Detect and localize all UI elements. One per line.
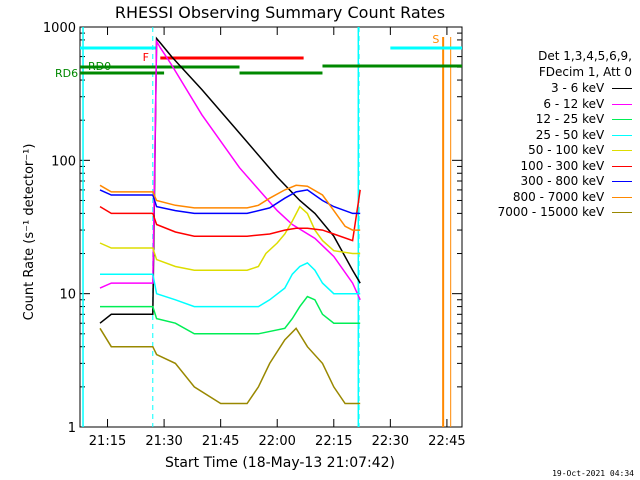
x-tick-label: 21:30 bbox=[145, 434, 182, 449]
legend-swatch bbox=[612, 119, 632, 120]
legend-label: 100 - 300 keV bbox=[520, 158, 608, 173]
series-line bbox=[100, 295, 361, 335]
legend-swatch bbox=[612, 212, 632, 213]
legend-label: 25 - 50 keV bbox=[535, 127, 608, 142]
flag-label-f: F bbox=[143, 51, 149, 64]
flag-label-s: S bbox=[432, 33, 439, 46]
legend-swatch bbox=[612, 150, 632, 151]
series-line bbox=[99, 205, 361, 271]
legend-label: 12 - 25 keV bbox=[535, 112, 608, 126]
series-line bbox=[99, 189, 361, 242]
legend-entry: 800 - 7000 keV bbox=[513, 191, 632, 203]
legend-entry: 7000 - 15000 keV bbox=[498, 206, 632, 218]
legend-swatch bbox=[612, 165, 632, 167]
legend-label: 300 - 800 keV bbox=[520, 174, 608, 188]
legend-label: 7000 - 15000 keV bbox=[497, 205, 608, 219]
legend-label: 6 - 12 keV bbox=[543, 96, 608, 111]
y-tick-label: 1000 bbox=[43, 21, 76, 36]
legend-entry: 6 - 12 keV bbox=[543, 98, 632, 110]
legend-label: 50 - 100 keV bbox=[528, 143, 608, 157]
legend-entry: 25 - 50 keV bbox=[536, 129, 632, 141]
x-tick-label: 22:00 bbox=[258, 434, 295, 449]
legend-entry: 12 - 25 keV bbox=[536, 113, 632, 125]
series-line bbox=[99, 184, 361, 231]
legend-header-line-2: FDecim 1, Att 0 bbox=[538, 65, 632, 79]
legend-entry: 100 - 300 keV bbox=[520, 160, 632, 172]
legend-label: 800 - 7000 keV bbox=[512, 189, 608, 204]
x-tick-label: 22:30 bbox=[372, 434, 409, 449]
legend-label: 3 - 6 keV bbox=[551, 81, 608, 95]
y-tick-label: 10 bbox=[59, 288, 76, 303]
legend-entry: 50 - 100 keV bbox=[528, 144, 632, 156]
plot-frame bbox=[79, 26, 463, 428]
legend-entry: 3 - 6 keV bbox=[551, 82, 632, 94]
series-line bbox=[99, 38, 361, 301]
y-axis-label: Count Rate (s⁻¹ detector⁻¹) bbox=[22, 144, 37, 321]
series-line bbox=[100, 261, 361, 308]
legend-swatch bbox=[612, 196, 632, 198]
legend-swatch bbox=[612, 103, 632, 105]
y-tick-label: 1 bbox=[68, 421, 76, 436]
legend-swatch bbox=[612, 134, 632, 136]
y-tick-label: 100 bbox=[51, 154, 76, 169]
x-axis-label: Start Time (18-May-13 21:07:42) bbox=[165, 455, 395, 471]
x-tick-label: 22:45 bbox=[428, 434, 465, 449]
x-tick-label: 21:45 bbox=[202, 434, 239, 449]
footer-timestamp: 19-Oct-2021 04:34 bbox=[552, 469, 634, 478]
series-line bbox=[99, 327, 361, 405]
x-tick-label: 22:15 bbox=[315, 434, 352, 449]
x-tick-label: 21:15 bbox=[89, 434, 126, 449]
legend-swatch bbox=[612, 181, 632, 182]
flag-label-rd0: RD0 bbox=[88, 60, 111, 73]
legend-header-line-1: Det 1,3,4,5,6,9, bbox=[538, 49, 632, 63]
flag-label-rd6: RD6 bbox=[55, 67, 78, 80]
chart-title: RHESSI Observing Summary Count Rates bbox=[115, 3, 445, 22]
legend-entry: 300 - 800 keV bbox=[520, 175, 632, 187]
legend-swatch bbox=[612, 88, 632, 89]
